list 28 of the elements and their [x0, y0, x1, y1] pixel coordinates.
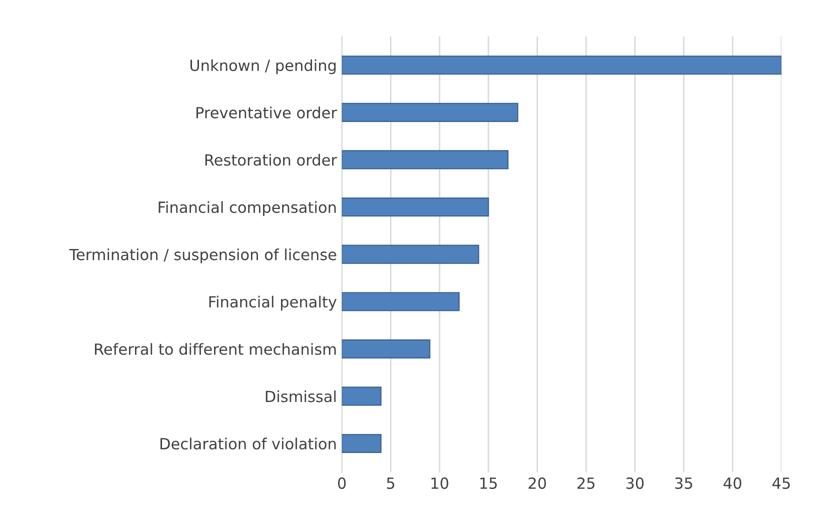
bar — [342, 102, 518, 122]
x-tick-label: 20 — [528, 477, 546, 489]
y-tick-label: Declaration of violation — [160, 438, 336, 450]
x-tick-label: 0 — [338, 477, 346, 489]
y-tick-label: Termination / suspension of license — [69, 248, 336, 264]
bar — [342, 56, 782, 75]
bar — [342, 150, 508, 170]
y-tick-label: Financial compensation — [158, 201, 336, 216]
y-tick-label: Restoration order — [205, 154, 338, 166]
bar — [342, 292, 460, 312]
bar — [342, 197, 489, 217]
y-tick-label: Preventative order — [196, 106, 338, 118]
y-tick-label: Referral to different mechanism — [95, 343, 336, 355]
x-tick-label: 30 — [626, 477, 644, 489]
y-tick-label: Unknown / pending — [190, 59, 336, 74]
x-tick-label: 15 — [480, 478, 497, 489]
x-tick-label: 40 — [724, 477, 742, 489]
bar — [342, 386, 382, 406]
y-tick-label: Financial penalty — [209, 296, 337, 311]
bar — [342, 339, 430, 358]
bar — [342, 434, 382, 454]
bar — [342, 244, 480, 264]
x-tick-label: 25 — [577, 477, 594, 489]
x-tick-label: 45 — [772, 478, 790, 489]
x-tick-label: 35 — [675, 477, 692, 489]
x-tick-label: 5 — [387, 478, 394, 489]
x-tick-label: 10 — [432, 477, 448, 489]
y-tick-label: Dismissal — [266, 390, 336, 402]
